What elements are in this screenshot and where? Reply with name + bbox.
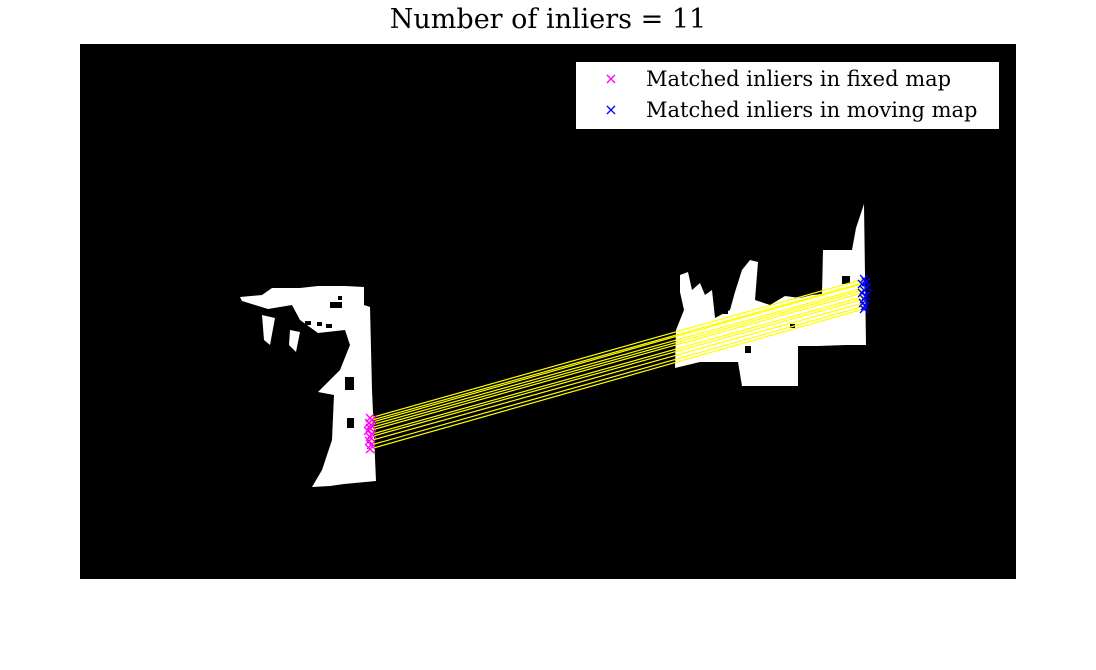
- x-mark-icon: ×: [604, 100, 618, 119]
- match-lines: [367, 278, 868, 450]
- legend-entry-moving: × Matched inliers in moving map: [576, 95, 977, 125]
- fixed-inlier-marker: [365, 444, 375, 454]
- x-mark-icon: ×: [604, 69, 618, 88]
- fixed-inlier-markers: [363, 413, 377, 454]
- fixed-inlier-marker: [363, 426, 373, 436]
- legend: × Matched inliers in fixed map × Matched…: [576, 62, 999, 129]
- figure-title: Number of inliers = 11: [389, 4, 707, 35]
- moving-inlier-marker: [857, 279, 867, 289]
- moving-map-shape: [675, 204, 866, 386]
- moving-inlier-marker: [857, 288, 867, 298]
- legend-label-moving: Matched inliers in moving map: [646, 98, 978, 122]
- fixed-map-shape: [240, 286, 376, 487]
- fixed-inlier-marker: [366, 420, 376, 430]
- moving-inlier-marker: [860, 301, 870, 311]
- moving-inlier-marker: [859, 304, 869, 314]
- moving-inlier-markers: [857, 274, 872, 314]
- legend-entry-fixed: × Matched inliers in fixed map: [576, 64, 951, 94]
- legend-label-fixed: Matched inliers in fixed map: [646, 67, 952, 91]
- fixed-map-holes: [305, 296, 354, 428]
